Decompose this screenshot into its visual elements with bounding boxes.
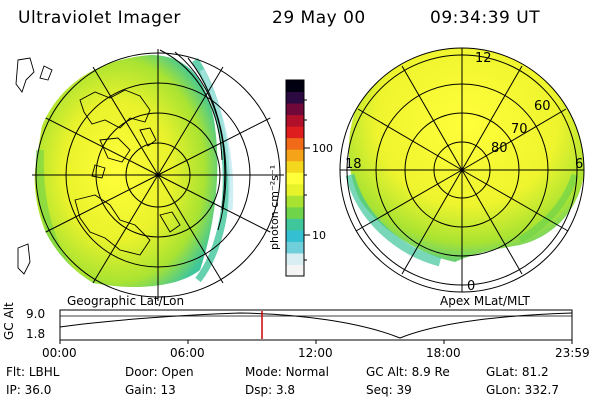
header-date: 29 May 00 bbox=[272, 8, 366, 28]
colorbar-segment bbox=[286, 137, 304, 150]
colorbar-tick-10: 10 bbox=[312, 229, 326, 242]
timeline-xtick-0600: 06:00 bbox=[170, 346, 205, 360]
timeline-xtick-1200: 12:00 bbox=[298, 346, 333, 360]
timeline-ytick-max: 9.0 bbox=[26, 307, 46, 321]
info-dsp: Dsp: 3.8 bbox=[245, 383, 296, 397]
timeline-xtick-2359: 23:59 bbox=[555, 346, 590, 360]
colorbar-unit-label: photon cm⁻²s⁻¹ bbox=[268, 165, 281, 250]
colorbar-segment bbox=[286, 229, 304, 242]
app-title: Ultraviolet Imager bbox=[18, 8, 181, 28]
info-gc-alt: GC Alt: 8.9 Re bbox=[366, 365, 450, 379]
altitude-curve bbox=[59, 312, 573, 339]
info-flt: Flt: LBHL bbox=[6, 365, 60, 379]
info-gain: Gain: 13 bbox=[125, 383, 176, 397]
colorbar-ticks bbox=[304, 99, 310, 261]
colorbar-segment bbox=[286, 218, 304, 231]
info-glon: GLon: 332.7 bbox=[486, 383, 559, 397]
colorbar-tick-100: 100 bbox=[312, 142, 333, 155]
colorbar bbox=[286, 80, 304, 277]
colorbar-segment bbox=[286, 160, 304, 173]
timeline-frame bbox=[59, 309, 573, 341]
apex-map: 12 18 6 0 60 70 80 bbox=[339, 47, 585, 294]
geo-map-label: Geographic Lat/Lon bbox=[67, 294, 185, 308]
colorbar-segment bbox=[286, 206, 304, 219]
colorbar-segment bbox=[286, 126, 304, 139]
info-glat: GLat: 81.2 bbox=[486, 365, 549, 379]
colorbar-segment bbox=[286, 241, 304, 254]
apex-aurora-fill bbox=[348, 48, 584, 262]
colorbar-segment bbox=[286, 183, 304, 196]
apex-map-label: Apex MLat/MLT bbox=[440, 294, 530, 308]
timeline-xtick-0000: 00:00 bbox=[42, 346, 77, 360]
lat-label-60: 60 bbox=[534, 99, 551, 114]
geographic-map bbox=[15, 49, 284, 301]
coastlines bbox=[74, 89, 181, 256]
timeline-ytick-min: 1.8 bbox=[26, 327, 46, 341]
mlt-label-12: 12 bbox=[475, 51, 492, 66]
info-ip: IP: 36.0 bbox=[6, 383, 52, 397]
colorbar-segment bbox=[286, 264, 304, 277]
mlt-label-18: 18 bbox=[345, 157, 362, 172]
lat-label-70: 70 bbox=[511, 122, 528, 137]
orbit-timeline bbox=[59, 309, 573, 344]
colorbar-segment bbox=[286, 252, 304, 265]
header-time: 09:34:39 UT bbox=[430, 8, 541, 28]
colorbar-segment bbox=[286, 172, 304, 185]
timeline-xtick-1800: 18:00 bbox=[426, 346, 461, 360]
timeline-axis-label: GC Alt bbox=[2, 302, 16, 340]
lat-label-80: 80 bbox=[491, 141, 508, 156]
colorbar-frame bbox=[285, 79, 305, 277]
info-mode: Mode: Normal bbox=[245, 365, 329, 379]
colorbar-segment bbox=[286, 114, 304, 127]
info-door: Door: Open bbox=[125, 365, 194, 379]
mlt-label-6: 6 bbox=[575, 157, 583, 172]
colorbar-segment bbox=[286, 80, 304, 93]
colorbar-segment bbox=[286, 195, 304, 208]
mlt-label-0: 0 bbox=[467, 279, 475, 294]
colorbar-segment bbox=[286, 149, 304, 162]
colorbar-segment bbox=[286, 103, 304, 116]
colorbar-segment bbox=[286, 91, 304, 104]
info-seq: Seq: 39 bbox=[366, 383, 412, 397]
